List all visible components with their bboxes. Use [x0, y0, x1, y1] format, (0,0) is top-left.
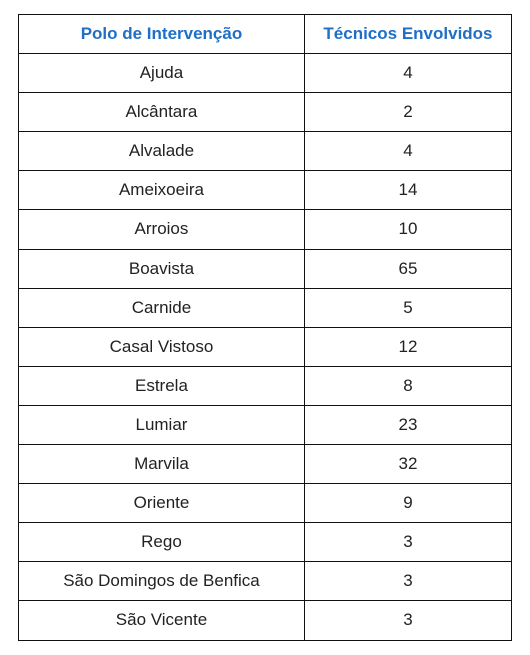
- cell-polo: Carnide: [19, 288, 305, 327]
- cell-polo: São Vicente: [19, 601, 305, 640]
- cell-polo: Boavista: [19, 249, 305, 288]
- cell-tecnicos: 65: [304, 249, 511, 288]
- table-row: Ajuda 4: [19, 54, 512, 93]
- cell-polo: Marvila: [19, 445, 305, 484]
- cell-tecnicos: 3: [304, 562, 511, 601]
- table-row: Ameixoeira 14: [19, 171, 512, 210]
- table-row: São Vicente 3: [19, 601, 512, 640]
- polos-table: Polo de Intervenção Técnicos Envolvidos …: [18, 14, 512, 641]
- cell-tecnicos: 8: [304, 366, 511, 405]
- cell-tecnicos: 9: [304, 484, 511, 523]
- cell-tecnicos: 12: [304, 327, 511, 366]
- cell-polo: São Domingos de Benfica: [19, 562, 305, 601]
- table-container: Polo de Intervenção Técnicos Envolvidos …: [0, 0, 530, 655]
- table-row: Marvila 32: [19, 445, 512, 484]
- cell-tecnicos: 32: [304, 445, 511, 484]
- column-header-tecnicos: Técnicos Envolvidos: [304, 15, 511, 54]
- cell-polo: Arroios: [19, 210, 305, 249]
- table-row: Arroios 10: [19, 210, 512, 249]
- table-row: Carnide 5: [19, 288, 512, 327]
- cell-polo: Rego: [19, 523, 305, 562]
- table-body: Ajuda 4 Alcântara 2 Alvalade 4 Ameixoeir…: [19, 54, 512, 640]
- table-row: Lumiar 23: [19, 405, 512, 444]
- cell-polo: Ajuda: [19, 54, 305, 93]
- column-header-polo: Polo de Intervenção: [19, 15, 305, 54]
- cell-tecnicos: 3: [304, 601, 511, 640]
- cell-polo: Casal Vistoso: [19, 327, 305, 366]
- cell-tecnicos: 10: [304, 210, 511, 249]
- table-row: Casal Vistoso 12: [19, 327, 512, 366]
- table-row: Alcântara 2: [19, 93, 512, 132]
- cell-polo: Lumiar: [19, 405, 305, 444]
- cell-tecnicos: 3: [304, 523, 511, 562]
- cell-tecnicos: 23: [304, 405, 511, 444]
- table-row: Oriente 9: [19, 484, 512, 523]
- cell-polo: Alvalade: [19, 132, 305, 171]
- cell-tecnicos: 5: [304, 288, 511, 327]
- table-row: São Domingos de Benfica 3: [19, 562, 512, 601]
- table-row: Alvalade 4: [19, 132, 512, 171]
- cell-tecnicos: 4: [304, 54, 511, 93]
- cell-tecnicos: 4: [304, 132, 511, 171]
- cell-polo: Ameixoeira: [19, 171, 305, 210]
- table-header-row: Polo de Intervenção Técnicos Envolvidos: [19, 15, 512, 54]
- cell-polo: Alcântara: [19, 93, 305, 132]
- table-row: Estrela 8: [19, 366, 512, 405]
- cell-polo: Oriente: [19, 484, 305, 523]
- table-row: Rego 3: [19, 523, 512, 562]
- cell-tecnicos: 2: [304, 93, 511, 132]
- table-row: Boavista 65: [19, 249, 512, 288]
- cell-polo: Estrela: [19, 366, 305, 405]
- cell-tecnicos: 14: [304, 171, 511, 210]
